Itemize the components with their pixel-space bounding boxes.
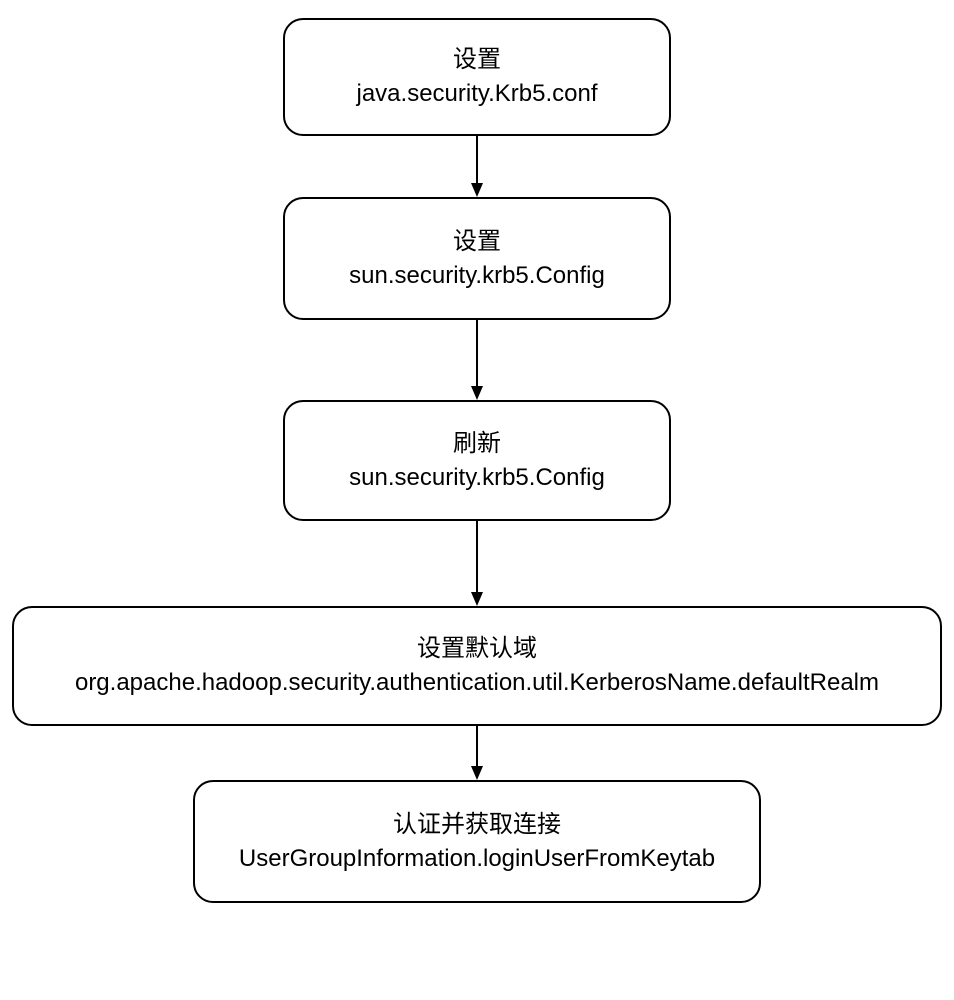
flowchart-node-4: 设置默认域 org.apache.hadoop.security.authent…	[12, 606, 942, 726]
node-1-detail: java.security.Krb5.conf	[357, 77, 598, 111]
arrow-2-3	[467, 320, 487, 400]
node-1-title: 设置	[453, 43, 501, 77]
node-3-title: 刷新	[453, 427, 501, 461]
flowchart-node-1: 设置 java.security.Krb5.conf	[283, 18, 671, 136]
flowchart-node-2: 设置 sun.security.krb5.Config	[283, 197, 671, 320]
node-2-detail: sun.security.krb5.Config	[349, 259, 605, 293]
flowchart-node-3: 刷新 sun.security.krb5.Config	[283, 400, 671, 521]
arrow-3-4	[467, 521, 487, 606]
node-5-detail: UserGroupInformation.loginUserFromKeytab	[239, 842, 715, 876]
flowchart-node-5: 认证并获取连接 UserGroupInformation.loginUserFr…	[193, 780, 761, 903]
node-2-title: 设置	[453, 225, 501, 259]
node-3-detail: sun.security.krb5.Config	[349, 461, 605, 495]
arrow-4-5	[467, 726, 487, 780]
node-4-title: 设置默认域	[417, 632, 537, 666]
node-5-title: 认证并获取连接	[393, 808, 561, 842]
node-4-detail: org.apache.hadoop.security.authenticatio…	[75, 666, 879, 700]
flowchart-container: 设置 java.security.Krb5.conf 设置 sun.securi…	[0, 0, 954, 903]
arrow-1-2	[467, 136, 487, 197]
